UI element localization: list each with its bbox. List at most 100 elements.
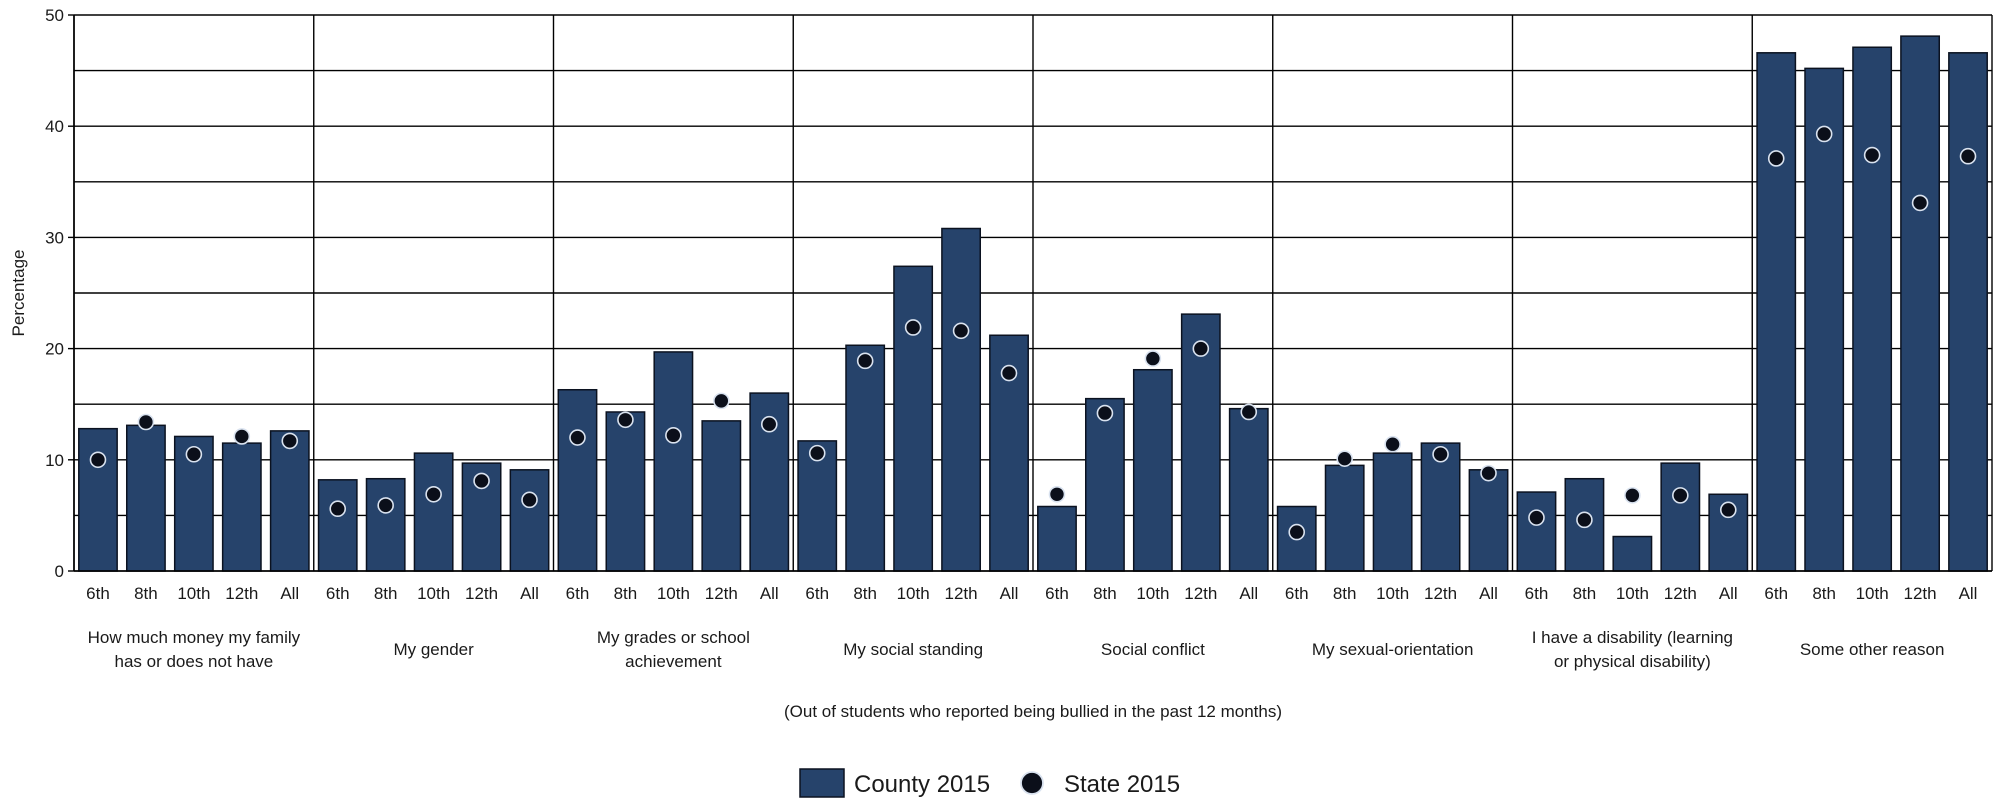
legend-label-state: State 2015 [1064,771,1180,798]
group-label: My sexual-orientation [1312,640,1474,659]
bar-county [1660,462,1701,572]
dot-state [808,444,826,462]
dot-state [473,472,490,490]
bar-county [317,479,358,572]
x-tick-label: 12th [225,584,258,603]
y-axis-label: Percentage [9,250,28,337]
bar-county [413,452,454,572]
group-label: has or does not have [114,652,273,671]
x-tick-label: All [1479,584,1498,603]
x-tick-label: 6th [566,584,590,603]
group-label: My grades or school [597,628,750,647]
x-tick-label: 10th [417,584,450,603]
dot-state [1288,523,1306,541]
bar-county [125,424,166,572]
x-tick-label: 6th [805,584,829,603]
dot-state [425,485,442,503]
x-tick-label: 12th [1424,584,1457,603]
x-tick-label: 10th [1376,584,1409,603]
legend-swatch-county [799,768,845,798]
group-label: My gender [393,640,474,659]
x-tick-label: 12th [1904,584,1937,603]
y-tick-label: 40 [45,117,64,136]
dot-state [1096,404,1114,422]
dot-state [233,428,251,445]
x-tick-label: 12th [465,584,498,603]
dot-state [1384,435,1401,453]
x-tick-label: 6th [1525,584,1549,603]
x-tick-label: All [760,584,779,603]
dot-state [617,411,634,429]
x-tick-label: 8th [853,584,877,603]
bar-county [173,435,214,572]
x-tick-label: All [1959,584,1978,603]
bar-county [1612,535,1653,572]
dot-state [665,427,682,444]
bar-county [1804,67,1845,572]
dot-state [1528,509,1545,526]
x-tick-label: 10th [657,584,690,603]
x-tick-label: 12th [945,584,978,603]
x-tick-label: 8th [614,584,638,603]
dot-state [760,415,778,433]
group-label: My social standing [843,640,983,659]
y-tick-label: 30 [45,228,64,247]
dot-state [377,497,394,514]
dot-state [1000,364,1018,382]
x-tick-label: 10th [1856,584,1889,603]
bar-county [269,430,310,572]
y-tick-label: 10 [45,451,64,470]
bar-county [78,427,118,572]
dot-state [1240,403,1258,421]
dot-state [1192,340,1210,357]
x-tick-label: 12th [705,584,738,603]
legend-label-county: County 2015 [854,771,990,798]
bar-county [941,227,982,572]
dot-state [904,319,922,336]
x-tick-label: 10th [1136,584,1169,603]
dot-state [281,432,299,450]
bar-county [605,411,646,572]
x-tick-label: All [1000,584,1019,603]
dot-state [1432,445,1449,463]
dot-state [137,413,155,431]
bar-county [1084,397,1125,572]
dot-state [1624,487,1641,504]
x-tick-label: 12th [1664,584,1697,603]
dot-state [1576,511,1593,529]
bar-county [701,420,742,572]
bar-county [893,265,934,572]
bar-county [365,477,406,572]
x-tick-label: 6th [326,584,350,603]
dot-state [1480,464,1497,482]
bar-county [557,388,598,572]
dot-state [521,491,538,509]
x-tick-label: All [520,584,539,603]
bar-county [1852,46,1893,572]
group-label: achievement [625,652,722,671]
dot-state [1719,501,1737,519]
bar-county [1756,52,1797,572]
dot-state [185,445,203,463]
y-tick-label: 50 [45,6,64,25]
dot-state [329,500,347,518]
dot-state [569,429,586,446]
dot-state [713,392,730,410]
dot-state [1048,485,1066,503]
bar-county [1900,35,1941,572]
x-tick-label: 8th [374,584,398,603]
group-label: Some other reason [1800,640,1945,659]
bar-county [1372,452,1413,572]
x-tick-label: All [1719,584,1738,603]
y-tick-label: 0 [55,562,64,581]
group-label: Social conflict [1101,640,1205,659]
bar-county [1516,491,1557,572]
x-tick-label: 8th [1812,584,1836,603]
dot-state [1959,147,1977,165]
bar-county [221,442,262,572]
x-tick-label: 12th [1184,584,1217,603]
bar-county [1324,464,1365,572]
group-label: I have a disability (learning [1532,628,1733,647]
